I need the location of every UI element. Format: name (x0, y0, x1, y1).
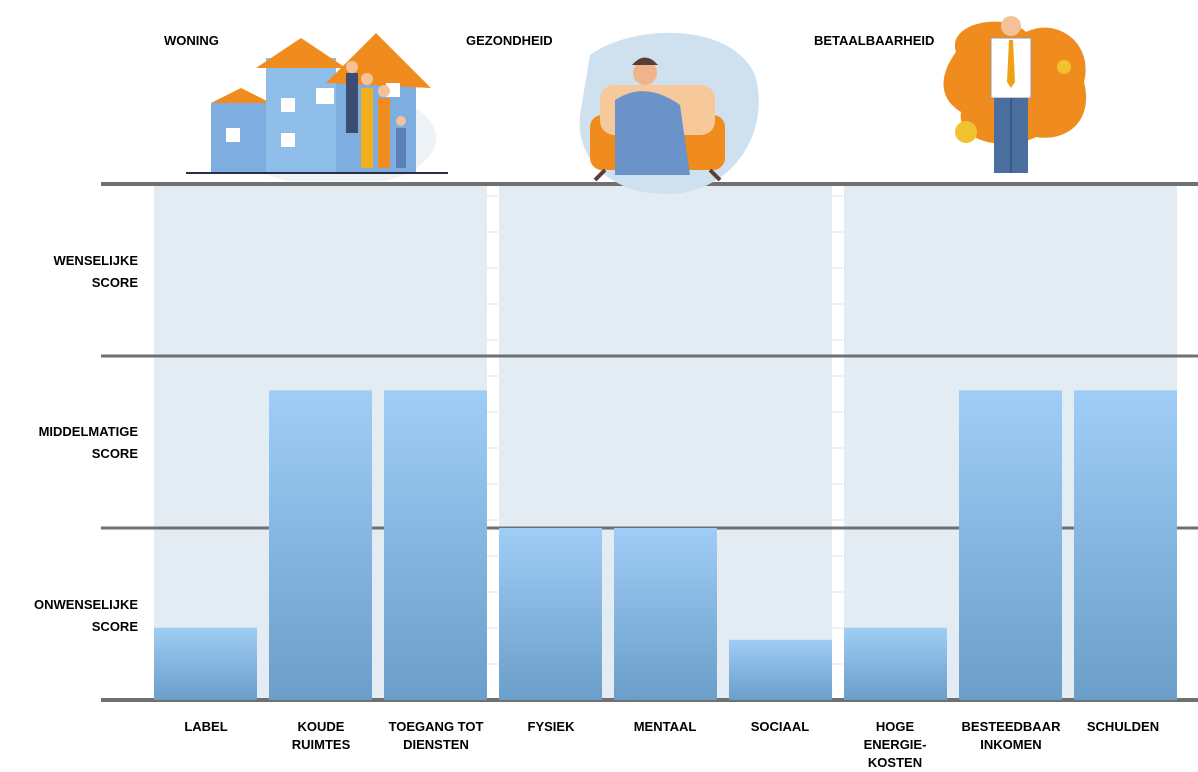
group-title-gezondheid: GEZONDHEID (466, 33, 553, 48)
cat-label-label: LABEL (184, 719, 228, 734)
y-label-onwenselijk: ONWENSELIJKE SCORE (33, 597, 138, 634)
bar-mentaal (614, 528, 717, 700)
cat-label-fysiek: FYSIEK (527, 719, 575, 734)
house-family-icon (186, 33, 448, 181)
cat-label-besteedbaar-inkomen: BESTEEDBAAR INKOMEN (961, 719, 1061, 752)
group-title-betaalbaarheid: BETAALBAARHEID (814, 33, 935, 48)
cat-label-sociaal: SOCIAAL (750, 719, 810, 734)
group-title-woning: WONING (164, 33, 219, 48)
cat-label-schulden: SCHULDEN (1086, 719, 1160, 734)
cat-label-hoge-energie-kosten: HOGE ENERGIE- KOSTEN (863, 719, 927, 770)
y-label-wenselijk: WENSELIJKE SCORE (53, 253, 138, 290)
cat-label-koude-ruimtes: KOUDE RUIMTES (291, 719, 351, 752)
bar-sociaal (729, 639, 832, 700)
cat-label-toegang-tot-diensten: TOEGANG TOT DIENSTEN (388, 719, 484, 752)
bar-koude-ruimtes (269, 390, 372, 700)
sick-person-couch-icon (579, 32, 759, 194)
y-label-middelmatig: MIDDELMATIGE SCORE (38, 424, 138, 461)
broke-businessman-icon (943, 16, 1087, 173)
bar-hoge-energie-kosten (844, 627, 947, 700)
bar-fysiek (499, 528, 602, 700)
bar-schulden (1074, 390, 1177, 700)
bar-label (154, 627, 257, 700)
cat-label-mentaal: MENTAAL (633, 719, 697, 734)
bar-besteedbaar-inkomen (959, 390, 1062, 700)
bar-toegang-tot-diensten (384, 390, 487, 700)
bar-series (154, 390, 1177, 700)
